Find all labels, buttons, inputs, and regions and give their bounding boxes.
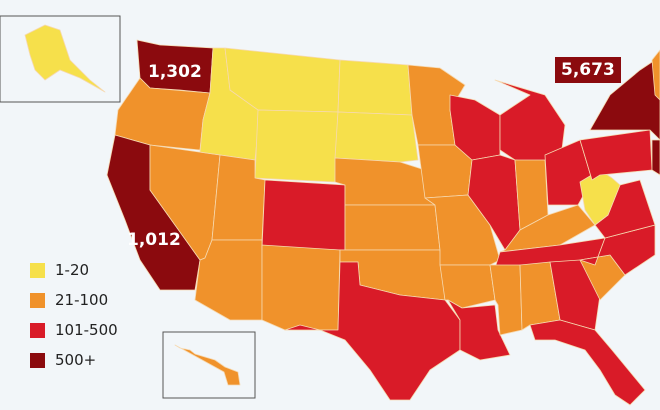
state-nd [337, 59, 413, 116]
legend-label: 1-20 [55, 261, 90, 279]
state-ky [499, 204, 596, 253]
state-sd [334, 111, 419, 163]
state-ar [439, 264, 496, 309]
legend-item: 1-20 [30, 255, 118, 285]
legend-swatch [30, 292, 45, 308]
legend-label: 21-100 [55, 291, 109, 309]
state-fl [529, 319, 646, 406]
state-ks [344, 204, 441, 251]
state-ne [334, 157, 436, 206]
legend-item: 500+ [30, 345, 118, 375]
state-hi [174, 344, 241, 386]
state-la [447, 299, 511, 361]
legend-swatch [30, 262, 45, 278]
legend-label: 500+ [55, 351, 97, 369]
legend-swatch [30, 352, 45, 368]
legend-item: 21-100 [30, 285, 118, 315]
state-ne_us [651, 49, 660, 101]
alaska-inset-frame [0, 15, 121, 103]
washington-callout: 1,302 [148, 62, 202, 82]
state-ga [549, 259, 601, 331]
legend: 1-20 21-100 101-500 500+ [30, 255, 118, 375]
state-wy [254, 109, 339, 183]
state-tx [284, 261, 461, 401]
california-callout: 1,012 [127, 230, 181, 250]
legend-swatch [30, 322, 45, 338]
legend-label: 101-500 [55, 321, 118, 339]
new-york-callout: 5,673 [555, 57, 621, 83]
state-pa [579, 129, 653, 181]
state-ak [24, 24, 106, 93]
state-nm [261, 244, 341, 331]
legend-item: 101-500 [30, 315, 118, 345]
state-co [261, 179, 346, 251]
state-nj [651, 139, 660, 176]
hawaii-inset-frame [162, 331, 256, 399]
